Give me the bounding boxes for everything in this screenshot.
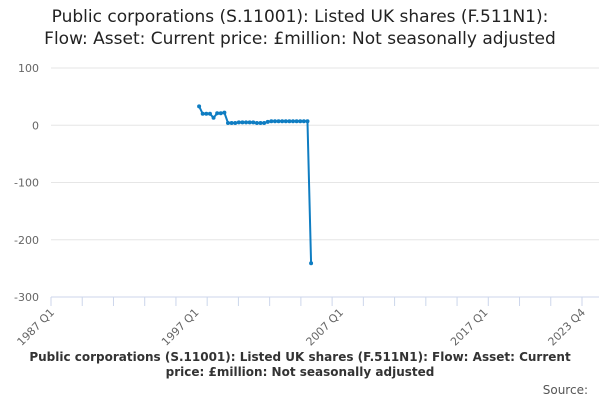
data-point [240, 120, 245, 125]
y-tick-label: 100 [18, 62, 39, 75]
data-point [258, 120, 263, 125]
data-point [222, 110, 227, 115]
data-point [229, 120, 234, 125]
data-point [200, 111, 205, 116]
data-point [247, 120, 252, 125]
series-title: Public corporations (S.11001): Listed UK… [29, 350, 571, 379]
source-label: Source: [542, 383, 588, 397]
data-point [309, 261, 314, 266]
x-tick-label: 1997 Q1 [159, 306, 202, 349]
data-point [197, 104, 202, 109]
x-tick-label: 2023 Q4 [546, 306, 589, 349]
data-point [218, 111, 223, 116]
data-point [294, 119, 299, 124]
data-point [204, 111, 209, 116]
data-point [265, 119, 270, 124]
x-tick-label: 2017 Q1 [448, 306, 491, 349]
data-point [305, 119, 310, 124]
data-point [269, 119, 274, 124]
chart-title-line-2: Flow: Asset: Current price: £million: No… [44, 29, 556, 49]
data-point [211, 115, 216, 120]
x-tick-label: 2007 Q1 [304, 306, 347, 349]
y-tick-label: -200 [14, 234, 39, 247]
data-point [244, 120, 249, 125]
chart-title: Public corporations (S.11001): Listed UK… [0, 6, 600, 50]
data-point [233, 120, 238, 125]
data-point [215, 111, 220, 116]
data-point [226, 120, 230, 125]
data-point [301, 119, 306, 124]
data-point [251, 120, 256, 125]
data-point [291, 119, 296, 124]
y-tick-label: -100 [14, 177, 39, 190]
chart-title-line-1: Public corporations (S.11001): Listed UK… [51, 7, 549, 27]
x-tick-label: 1987 Q1 [15, 306, 58, 349]
data-point [272, 119, 277, 124]
data-point [262, 120, 267, 125]
data-point [283, 119, 288, 124]
data-point [280, 119, 285, 124]
data-point [236, 120, 241, 125]
data-point [276, 119, 281, 124]
data-point [287, 119, 292, 124]
y-tick-label: -300 [14, 291, 39, 304]
y-tick-label: 0 [32, 119, 39, 132]
data-point [298, 119, 303, 124]
data-point [207, 111, 212, 116]
data-point [254, 120, 259, 125]
